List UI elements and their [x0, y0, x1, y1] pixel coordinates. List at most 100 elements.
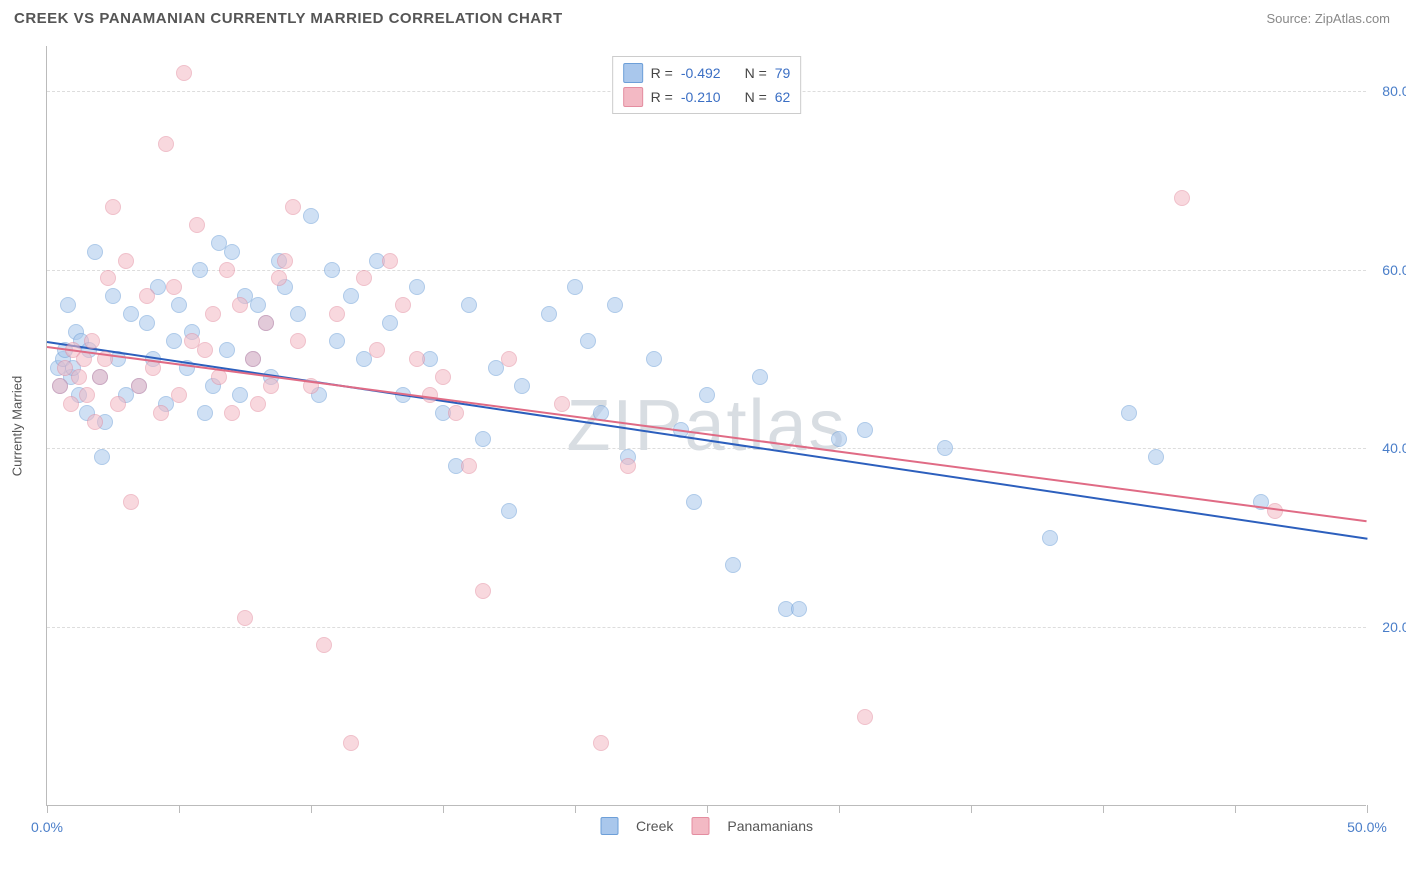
- x-tick: [47, 805, 48, 813]
- x-tick-label: 0.0%: [31, 819, 63, 835]
- scatter-point: [237, 610, 253, 626]
- scatter-point: [937, 440, 953, 456]
- r-value-creek: -0.492: [681, 65, 721, 81]
- scatter-point: [131, 378, 147, 394]
- scatter-point: [514, 378, 530, 394]
- title-bar: CREEK VS PANAMANIAN CURRENTLY MARRIED CO…: [0, 0, 1406, 35]
- scatter-point: [409, 351, 425, 367]
- scatter-point: [219, 262, 235, 278]
- x-tick: [971, 805, 972, 813]
- scatter-point: [290, 333, 306, 349]
- scatter-point: [791, 601, 807, 617]
- scatter-point: [285, 199, 301, 215]
- x-tick: [1103, 805, 1104, 813]
- scatter-point: [139, 288, 155, 304]
- n-value-panamanians: 62: [775, 89, 791, 105]
- scatter-point: [245, 351, 261, 367]
- scatter-point: [118, 253, 134, 269]
- scatter-point: [105, 199, 121, 215]
- scatter-point: [232, 387, 248, 403]
- scatter-point: [189, 217, 205, 233]
- scatter-point: [52, 378, 68, 394]
- scatter-point: [171, 297, 187, 313]
- scatter-point: [87, 414, 103, 430]
- scatter-point: [329, 333, 345, 349]
- scatter-point: [192, 262, 208, 278]
- x-tick: [311, 805, 312, 813]
- scatter-point: [197, 342, 213, 358]
- swatch-panamanians: [623, 87, 643, 107]
- scatter-point: [123, 494, 139, 510]
- scatter-point: [153, 405, 169, 421]
- x-tick-label: 50.0%: [1347, 819, 1387, 835]
- scatter-point: [356, 270, 372, 286]
- x-tick: [1367, 805, 1368, 813]
- n-label: N =: [745, 65, 767, 81]
- scatter-point: [205, 306, 221, 322]
- scatter-point: [593, 735, 609, 751]
- scatter-point: [461, 297, 477, 313]
- trend-line: [47, 346, 1367, 522]
- r-value-panamanians: -0.210: [681, 89, 721, 105]
- swatch-panamanians-bottom: [691, 817, 709, 835]
- scatter-point: [857, 709, 873, 725]
- scatter-point: [197, 405, 213, 421]
- scatter-point: [329, 306, 345, 322]
- scatter-point: [224, 405, 240, 421]
- scatter-point: [580, 333, 596, 349]
- scatter-point: [501, 503, 517, 519]
- scatter-point: [176, 65, 192, 81]
- scatter-point: [475, 583, 491, 599]
- scatter-point: [475, 431, 491, 447]
- scatter-point: [620, 458, 636, 474]
- y-axis-label: Currently Married: [10, 375, 25, 475]
- scatter-point: [725, 557, 741, 573]
- scatter-point: [857, 422, 873, 438]
- scatter-point: [258, 315, 274, 331]
- legend-bottom: Creek Panamanians: [600, 817, 813, 835]
- scatter-point: [646, 351, 662, 367]
- scatter-point: [686, 494, 702, 510]
- scatter-point: [461, 458, 477, 474]
- scatter-point: [277, 253, 293, 269]
- source-attribution: Source: ZipAtlas.com: [1266, 11, 1390, 26]
- scatter-point: [84, 333, 100, 349]
- scatter-point: [752, 369, 768, 385]
- scatter-point: [100, 270, 116, 286]
- scatter-point: [290, 306, 306, 322]
- gridline: [47, 270, 1366, 271]
- scatter-point: [1148, 449, 1164, 465]
- x-tick: [839, 805, 840, 813]
- legend-stats: R = -0.492 N = 79 R = -0.210 N = 62: [612, 56, 802, 114]
- scatter-point: [699, 387, 715, 403]
- swatch-creek: [623, 63, 643, 83]
- scatter-point: [105, 288, 121, 304]
- scatter-point: [1042, 530, 1058, 546]
- gridline: [47, 627, 1366, 628]
- scatter-point: [1121, 405, 1137, 421]
- scatter-point: [263, 378, 279, 394]
- r-label: R =: [651, 89, 673, 105]
- scatter-point: [110, 396, 126, 412]
- scatter-point: [501, 351, 517, 367]
- y-tick-label: 80.0%: [1382, 83, 1406, 99]
- scatter-point: [271, 270, 287, 286]
- scatter-point: [541, 306, 557, 322]
- scatter-point: [250, 396, 266, 412]
- scatter-point: [382, 315, 398, 331]
- scatter-point: [232, 297, 248, 313]
- scatter-point: [60, 297, 76, 313]
- x-tick: [179, 805, 180, 813]
- scatter-point: [1174, 190, 1190, 206]
- scatter-point: [435, 369, 451, 385]
- chart-title: CREEK VS PANAMANIAN CURRENTLY MARRIED CO…: [14, 10, 563, 27]
- scatter-point: [158, 136, 174, 152]
- scatter-point: [63, 396, 79, 412]
- scatter-point: [171, 387, 187, 403]
- y-tick-label: 60.0%: [1382, 262, 1406, 278]
- scatter-point: [395, 297, 411, 313]
- y-tick-label: 20.0%: [1382, 619, 1406, 635]
- scatter-point: [607, 297, 623, 313]
- legend-label-creek: Creek: [636, 818, 673, 834]
- scatter-point: [343, 288, 359, 304]
